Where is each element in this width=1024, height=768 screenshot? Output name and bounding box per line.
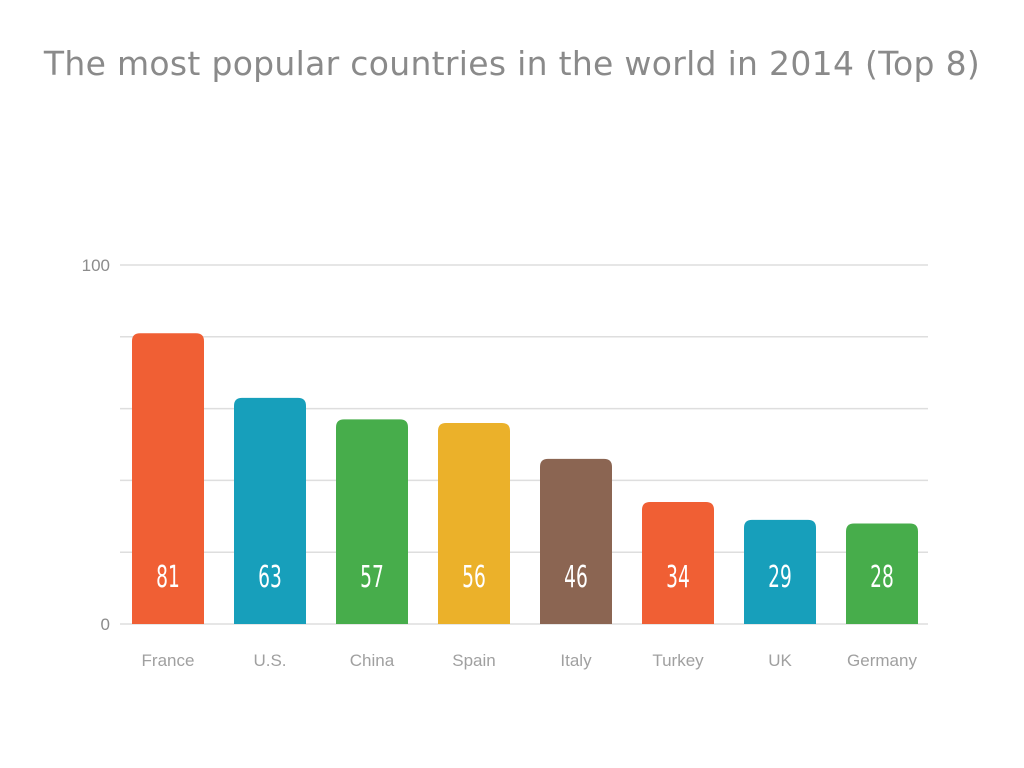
bar-us — [234, 397, 306, 624]
bar-germany — [846, 523, 918, 624]
bar-uk — [744, 519, 816, 624]
y-tick-label: 0 — [101, 615, 110, 634]
x-tick-label: U.S. — [253, 651, 286, 670]
x-tick-label: UK — [768, 651, 792, 670]
bar-value-label: 46 — [564, 559, 588, 594]
bar-value-label: 81 — [156, 559, 180, 594]
x-tick-label: Italy — [560, 651, 592, 670]
x-tick-label: China — [350, 651, 395, 670]
chart-title: The most popular countries in the world … — [43, 44, 981, 83]
bar-value-label: 63 — [258, 559, 282, 594]
x-tick-label: Spain — [452, 651, 495, 670]
bar-value-label: 29 — [768, 559, 792, 594]
bar-value-label: 56 — [462, 559, 486, 594]
bar-spain — [438, 422, 510, 624]
bar-value-label: 57 — [360, 559, 384, 594]
bar-china — [336, 419, 408, 624]
x-tick-label: France — [142, 651, 195, 670]
x-tick-label: Turkey — [652, 651, 704, 670]
bar-france — [132, 333, 204, 624]
x-tick-label: Germany — [847, 651, 917, 670]
bar-turkey — [642, 501, 714, 624]
bar-italy — [540, 458, 612, 624]
y-tick-label: 100 — [82, 256, 110, 275]
bar-value-label: 34 — [666, 559, 690, 594]
bar-value-label: 28 — [870, 559, 894, 594]
